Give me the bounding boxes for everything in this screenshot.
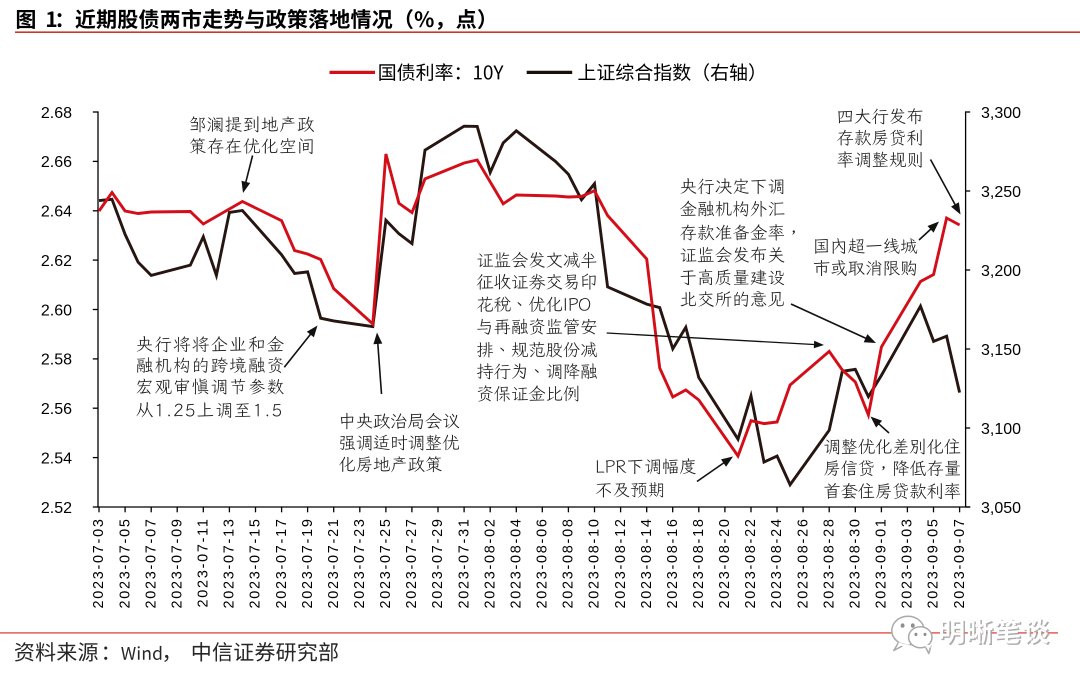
svg-text:2023-08-08: 2023-08-08 (561, 517, 577, 608)
svg-text:2023-07-23: 2023-07-23 (352, 517, 368, 608)
svg-text:2023-08-28: 2023-08-28 (821, 517, 837, 608)
svg-text:2023-07-21: 2023-07-21 (326, 517, 342, 608)
svg-text:3,100: 3,100 (981, 421, 1021, 438)
svg-text:3,300: 3,300 (981, 105, 1021, 122)
svg-text:2023-09-01: 2023-09-01 (874, 517, 890, 608)
svg-text:2023-09-07: 2023-09-07 (952, 517, 968, 608)
svg-text:2023-08-30: 2023-08-30 (848, 517, 864, 608)
svg-text:2.58: 2.58 (41, 352, 72, 369)
svg-text:3,250: 3,250 (981, 184, 1021, 201)
svg-text:2.62: 2.62 (41, 253, 72, 270)
svg-text:2023-07-29: 2023-07-29 (430, 517, 446, 608)
svg-text:2023-08-12: 2023-08-12 (613, 517, 629, 608)
svg-text:2023-07-15: 2023-07-15 (248, 517, 264, 608)
svg-text:2023-08-26: 2023-08-26 (795, 517, 811, 608)
svg-text:2023-07-05: 2023-07-05 (117, 517, 133, 608)
svg-text:2023-09-05: 2023-09-05 (926, 517, 942, 608)
svg-text:2.64: 2.64 (41, 204, 72, 221)
svg-text:2023-08-02: 2023-08-02 (482, 517, 498, 608)
svg-text:2023-08-14: 2023-08-14 (639, 517, 655, 608)
svg-text:2023-07-09: 2023-07-09 (169, 517, 185, 608)
svg-text:2023-08-06: 2023-08-06 (535, 517, 551, 608)
svg-text:2023-07-17: 2023-07-17 (274, 517, 290, 608)
svg-text:2023-07-25: 2023-07-25 (378, 517, 394, 608)
svg-text:2.54: 2.54 (41, 450, 72, 467)
svg-text:2023-08-18: 2023-08-18 (691, 517, 707, 608)
svg-text:2.52: 2.52 (41, 500, 72, 517)
svg-text:2023-08-24: 2023-08-24 (769, 517, 785, 608)
svg-text:2023-07-11: 2023-07-11 (196, 517, 212, 607)
svg-text:2023-07-13: 2023-07-13 (222, 517, 238, 608)
svg-text:2023-08-04: 2023-08-04 (509, 517, 525, 608)
svg-text:3,200: 3,200 (981, 263, 1021, 280)
svg-text:2.56: 2.56 (41, 401, 72, 418)
svg-text:2.60: 2.60 (41, 302, 72, 319)
svg-text:2023-08-20: 2023-08-20 (717, 517, 733, 608)
svg-text:2023-08-22: 2023-08-22 (743, 517, 759, 608)
svg-text:2023-07-27: 2023-07-27 (404, 517, 420, 608)
svg-text:2023-08-16: 2023-08-16 (665, 517, 681, 608)
svg-text:2023-07-07: 2023-07-07 (143, 517, 159, 608)
svg-text:3,150: 3,150 (981, 342, 1021, 359)
svg-text:2023-07-31: 2023-07-31 (456, 517, 472, 608)
svg-text:2023-07-03: 2023-07-03 (91, 517, 107, 608)
svg-text:3,050: 3,050 (981, 500, 1021, 517)
svg-text:2.68: 2.68 (41, 105, 72, 122)
svg-text:2023-09-03: 2023-09-03 (900, 517, 916, 608)
svg-text:2023-07-19: 2023-07-19 (300, 517, 316, 608)
svg-text:2023-08-10: 2023-08-10 (587, 517, 603, 608)
svg-text:2.66: 2.66 (41, 154, 72, 171)
